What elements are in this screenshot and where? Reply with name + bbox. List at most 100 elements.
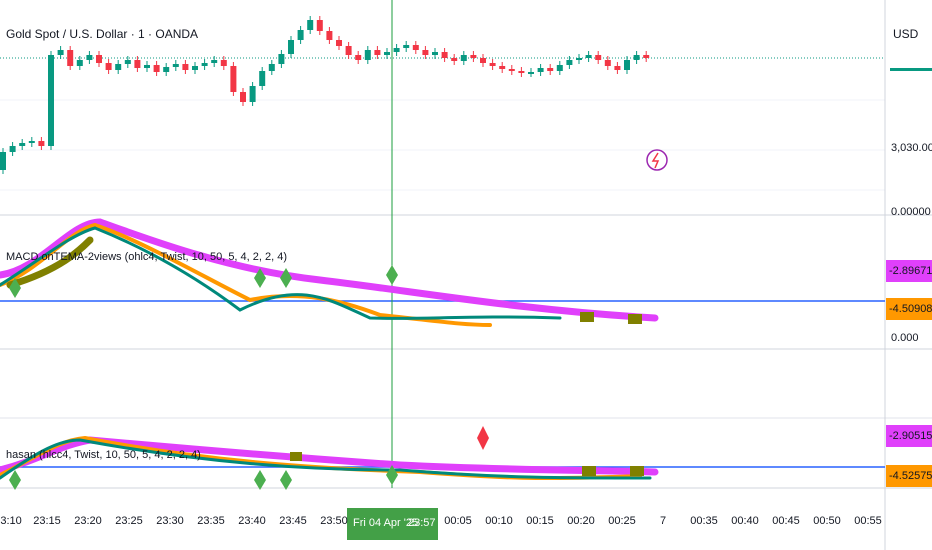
macd-lines (0, 218, 659, 327)
candle-body (48, 55, 54, 146)
candle-body (96, 55, 102, 63)
time-label: 23:45 (279, 515, 307, 527)
price-marker (890, 68, 932, 71)
time-label: 00:15 (526, 515, 554, 527)
time-label: 00:55 (854, 515, 882, 527)
candle-body (528, 72, 534, 74)
candle-body (470, 55, 477, 58)
candle-body (499, 66, 506, 69)
time-label: 00:40 (731, 515, 759, 527)
value-tag (886, 260, 932, 282)
candle-body (268, 64, 275, 71)
candle-body (172, 64, 179, 67)
candle-body (259, 71, 266, 86)
value-label: -4.52575 (889, 470, 932, 482)
candle-body (9, 146, 16, 152)
crosshair-date: Fri 04 Apr '25 (353, 517, 418, 529)
candle-body (595, 55, 602, 60)
time-label: 00:10 (485, 515, 513, 527)
candle-body (67, 50, 74, 66)
candle-body (220, 60, 227, 66)
time-label: 00:05 (444, 515, 472, 527)
candle-body (201, 63, 208, 66)
candle-body (624, 60, 630, 70)
candle-body (124, 60, 131, 64)
value-tag (886, 425, 932, 447)
value-label: -4.50908 (889, 303, 932, 315)
value-tag (886, 298, 932, 320)
candles (0, 16, 650, 174)
candle-body (393, 48, 400, 52)
candle-body (355, 55, 362, 60)
candle-body (278, 54, 285, 64)
candle-body (508, 69, 515, 71)
candle-body (163, 67, 170, 72)
signal-marker (477, 426, 489, 450)
candle-body (556, 65, 563, 71)
time-label: 00:35 (690, 515, 718, 527)
value-label: -2.89671 (889, 265, 932, 277)
grid (0, 99, 885, 191)
candle-body (364, 50, 371, 60)
candle-body (316, 20, 323, 31)
candle-body (192, 66, 198, 70)
time-label: 23:40 (238, 515, 266, 527)
value-label: -2.90515 (889, 430, 932, 442)
price-label: 3,030.000 (891, 142, 932, 154)
time-label: 00:45 (772, 515, 800, 527)
time-label: 23:10 (0, 515, 22, 527)
candle-body (403, 45, 410, 48)
alert-icon (651, 152, 660, 169)
time-label: 23:15 (33, 515, 61, 527)
candle-body (211, 60, 218, 63)
symbol-title: Gold Spot / U.S. Dollar · 1 · OANDA (6, 27, 198, 41)
candle-body (336, 40, 342, 46)
currency[interactable]: USD (893, 27, 919, 41)
crosshair-time-box (347, 508, 438, 540)
time-label: 00:20 (567, 515, 595, 527)
candle-body (480, 58, 486, 63)
candle-body (585, 55, 592, 58)
candle-body (422, 50, 429, 55)
candle-body (249, 86, 256, 102)
alert-icon (646, 149, 668, 171)
candle-body (28, 141, 35, 143)
candle-body (412, 45, 419, 50)
candle-body (518, 71, 525, 73)
candle-body (86, 55, 93, 60)
candle-body (182, 64, 189, 70)
olive-markers (290, 312, 644, 476)
candle-body (614, 66, 621, 70)
candle-body (38, 141, 45, 146)
candle-body (345, 46, 352, 55)
candle-body (57, 50, 64, 55)
candle-body (240, 92, 246, 102)
candle-body (153, 65, 160, 72)
candle-body (297, 30, 304, 40)
candle-body (384, 52, 390, 55)
candle-body (144, 65, 150, 68)
time-label: 23:25 (115, 515, 143, 527)
time-label: 23:35 (197, 515, 225, 527)
candle-body (307, 20, 314, 30)
indicator-label[interactable]: hasan (hlcc4, Twist, 10, 50, 5, 4, 2, 2,… (6, 449, 201, 461)
candle-body (374, 50, 381, 55)
candle-body (451, 58, 458, 61)
indicator-label[interactable]: MACD onTEMA-2views (ohlc4, Twist, 10, 50… (6, 251, 287, 263)
candle-body (288, 40, 294, 54)
price-label: 0.00000 (891, 206, 931, 218)
candle-body (432, 52, 438, 55)
time-label: 00:25 (608, 515, 636, 527)
candle-body (441, 52, 448, 58)
candle-body (537, 68, 544, 72)
candle-body (633, 55, 640, 60)
candle-body (230, 66, 237, 92)
candle-body (604, 60, 611, 66)
value-tag (886, 465, 932, 487)
time-label: 00:50 (813, 515, 841, 527)
time-label: 23:50 (320, 515, 348, 527)
candle-body (134, 60, 141, 68)
candle-body (0, 152, 6, 170)
time-axis: 23:10 23:15 23:20 23:25 23:30 23:35 23:40 23:45… (0, 515, 882, 527)
